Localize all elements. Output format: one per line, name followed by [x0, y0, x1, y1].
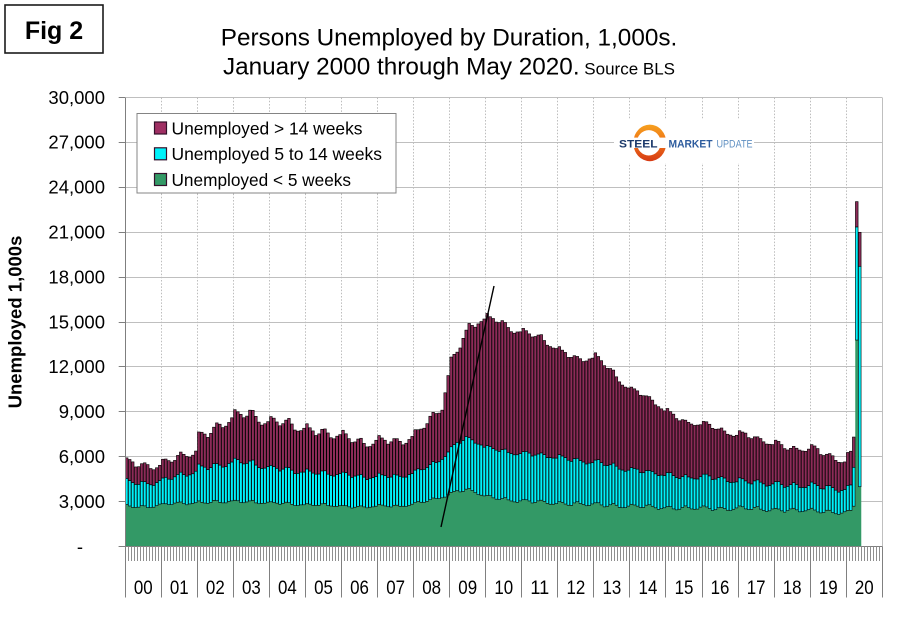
svg-text:02: 02 — [206, 577, 225, 599]
svg-text:15,000: 15,000 — [48, 311, 105, 332]
svg-text:3,000: 3,000 — [59, 491, 105, 512]
svg-text:Persons Unemployed by Duration: Persons Unemployed by Duration, 1,000s. — [221, 25, 678, 52]
svg-text:00: 00 — [134, 577, 153, 599]
svg-text:20: 20 — [855, 577, 874, 599]
svg-text:STEEL: STEEL — [619, 138, 658, 150]
svg-text:30,000: 30,000 — [48, 87, 105, 108]
svg-text:27,000: 27,000 — [48, 132, 105, 153]
svg-text:Unemployed 1,000s: Unemployed 1,000s — [5, 236, 26, 409]
svg-text:Fig 2: Fig 2 — [25, 17, 83, 45]
svg-text:08: 08 — [422, 577, 441, 599]
svg-text:19: 19 — [819, 577, 838, 599]
svg-text:06: 06 — [350, 577, 369, 599]
svg-text:12,000: 12,000 — [48, 356, 105, 377]
svg-text:Unemployed > 14 weeks: Unemployed > 14 weeks — [172, 118, 363, 138]
svg-text:04: 04 — [278, 577, 297, 599]
svg-text:Unemployed < 5 weeks: Unemployed < 5 weeks — [172, 170, 352, 190]
svg-text:09: 09 — [458, 577, 477, 599]
svg-text:UPDATE: UPDATE — [717, 138, 753, 150]
svg-text:MARKET: MARKET — [669, 138, 713, 150]
svg-text:January 2000 through May 2020.: January 2000 through May 2020. Source BL… — [223, 54, 675, 81]
svg-text:18,000: 18,000 — [48, 266, 105, 287]
svg-text:18: 18 — [783, 577, 802, 599]
svg-text:10: 10 — [494, 577, 513, 599]
svg-text:03: 03 — [242, 577, 261, 599]
svg-text:05: 05 — [314, 577, 333, 599]
svg-text:14: 14 — [639, 577, 658, 599]
svg-text:24,000: 24,000 — [48, 177, 105, 198]
svg-text:6,000: 6,000 — [59, 446, 105, 467]
svg-text:13: 13 — [603, 577, 622, 599]
svg-text:Unemployed 5 to 14 weeks: Unemployed 5 to 14 weeks — [172, 144, 383, 164]
svg-text:15: 15 — [675, 577, 694, 599]
svg-text:07: 07 — [386, 577, 405, 599]
svg-text:12: 12 — [566, 577, 585, 599]
svg-text:17: 17 — [747, 577, 766, 599]
svg-text:21,000: 21,000 — [48, 222, 105, 243]
svg-text:-: - — [77, 536, 83, 557]
svg-text:9,000: 9,000 — [59, 401, 105, 422]
svg-text:01: 01 — [170, 577, 189, 599]
svg-text:11: 11 — [530, 577, 549, 599]
svg-text:16: 16 — [711, 577, 730, 599]
